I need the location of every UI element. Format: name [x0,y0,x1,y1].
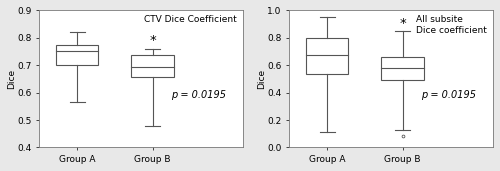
Bar [382,57,424,80]
Text: *: * [399,17,406,30]
Text: All subsite
Dice coefficient: All subsite Dice coefficient [416,15,487,35]
Text: p = 0.0195: p = 0.0195 [420,90,476,100]
Text: *: * [149,34,156,47]
Y-axis label: Dice: Dice [7,69,16,89]
Bar [56,45,98,65]
Text: CTV Dice Coefficient: CTV Dice Coefficient [144,15,237,24]
Y-axis label: Dice: Dice [257,69,266,89]
Bar [132,55,173,77]
Text: p = 0.0195: p = 0.0195 [170,90,226,100]
Bar [306,38,348,74]
